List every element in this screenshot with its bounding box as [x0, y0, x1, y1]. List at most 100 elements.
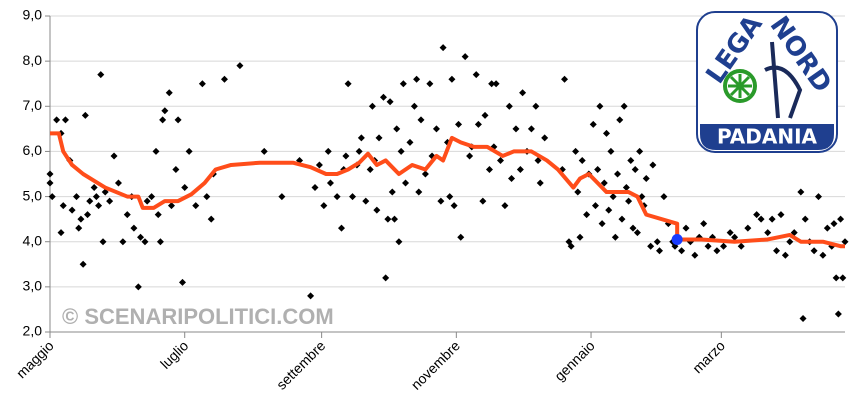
- scatter-point: [474, 120, 482, 128]
- scatter-point: [399, 80, 407, 88]
- scatter-point: [143, 197, 151, 205]
- scatter-point: [450, 202, 458, 210]
- x-tick-label: luglio: [157, 337, 192, 372]
- scatter-point: [220, 75, 228, 83]
- scatter-point: [516, 165, 524, 173]
- scatter-point: [181, 184, 189, 192]
- scatter-point: [90, 184, 98, 192]
- logo-sun: [723, 69, 757, 103]
- scatter-point: [591, 202, 599, 210]
- scatter-point: [631, 165, 639, 173]
- scatter-point: [519, 89, 527, 97]
- scatter-point: [421, 170, 429, 178]
- scatter-point: [174, 116, 182, 124]
- scatter-point: [609, 193, 617, 201]
- watermark: © SCENARIPOLITICI.COM: [62, 304, 334, 329]
- scatter-point: [130, 224, 138, 232]
- scatter-point: [185, 147, 193, 155]
- scatter-point: [589, 120, 597, 128]
- scatter-point: [324, 147, 332, 155]
- scatter-point: [311, 184, 319, 192]
- scatter-point: [84, 211, 92, 219]
- scatter-point: [53, 116, 61, 124]
- scatter-point: [315, 161, 323, 169]
- scatter-point: [625, 197, 633, 205]
- scatter-point: [77, 215, 85, 223]
- scatter-point: [307, 292, 315, 300]
- scatter-point: [92, 193, 100, 201]
- scatter-point: [386, 98, 394, 106]
- scatter-point: [830, 220, 838, 228]
- scatter-point: [48, 193, 56, 201]
- scatter-point: [527, 125, 535, 133]
- scatter-point: [603, 129, 610, 137]
- scatter-point: [777, 211, 785, 219]
- scatter-point: [485, 165, 493, 173]
- scatter-point: [326, 179, 334, 187]
- scatter-point: [446, 193, 454, 201]
- scatter-point: [415, 188, 423, 196]
- y-tick-label: 5,0: [23, 187, 43, 203]
- scatter-point: [179, 278, 186, 286]
- scatter-point: [110, 152, 118, 160]
- scatter-point: [839, 274, 847, 282]
- y-tick-label: 9,0: [23, 7, 43, 23]
- y-tick-label: 8,0: [23, 52, 43, 68]
- scatter-point: [79, 260, 87, 268]
- scatter-point: [426, 80, 434, 88]
- scatter-point: [622, 184, 630, 192]
- scatter-point: [616, 116, 624, 124]
- scatter-point: [384, 215, 392, 223]
- scatter-point: [773, 247, 781, 255]
- scatter-point: [834, 310, 842, 318]
- scatter-point: [437, 197, 445, 205]
- scatter-point: [633, 229, 641, 237]
- scatter-point: [642, 175, 650, 183]
- y-tick-label: 2,0: [23, 323, 43, 339]
- scatter-point: [594, 165, 602, 173]
- scatter-point: [757, 215, 765, 223]
- scatter-point: [366, 165, 374, 173]
- scatter-point: [607, 147, 615, 155]
- scatter-point: [576, 233, 584, 241]
- scatter-point: [123, 211, 131, 219]
- scatter-point: [561, 75, 569, 83]
- scatter-point: [57, 229, 65, 237]
- scatter-point: [373, 206, 381, 214]
- scatter-point: [362, 197, 370, 205]
- scatter-point: [344, 80, 352, 88]
- scatter-point: [737, 242, 745, 250]
- scatter-point: [461, 53, 469, 61]
- scatter-point: [417, 116, 425, 124]
- scatter-point: [512, 125, 520, 133]
- scatter-point: [815, 193, 822, 201]
- scatter-point: [154, 211, 162, 219]
- scatter-point: [629, 224, 637, 232]
- scatter-point: [627, 156, 635, 164]
- scatter-point: [439, 44, 447, 52]
- scatter-point: [349, 193, 357, 201]
- scatter-point: [700, 220, 708, 228]
- scatter-point: [691, 251, 699, 259]
- scatter-point: [278, 193, 286, 201]
- scatter-point: [391, 215, 398, 223]
- y-tick-label: 3,0: [23, 278, 43, 294]
- scatter-point: [397, 147, 405, 155]
- logo-frame: [696, 11, 838, 153]
- scatter-point: [114, 179, 122, 187]
- scatter-point: [159, 116, 167, 124]
- scatter-point: [402, 179, 410, 187]
- scatter-point: [574, 188, 582, 196]
- scatter-point: [636, 147, 644, 155]
- scatter-point: [59, 202, 67, 210]
- logo-warrior: [764, 41, 803, 119]
- highlight-point: [671, 233, 683, 245]
- x-tick-label: gennaio: [551, 337, 598, 384]
- scatter-point: [596, 102, 604, 110]
- scatter-point: [572, 147, 580, 155]
- scatter-point: [497, 156, 504, 164]
- scatter-point: [382, 274, 390, 282]
- scatter-point: [508, 175, 516, 183]
- scatter-point: [678, 247, 686, 255]
